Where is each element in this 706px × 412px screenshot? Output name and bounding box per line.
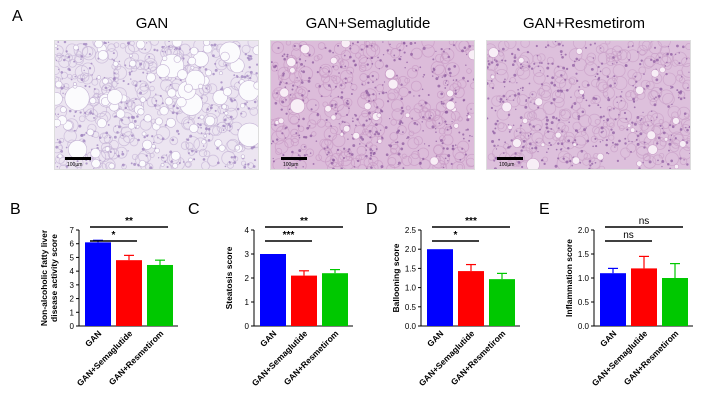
histology-image-semaglutide: 100µm [270, 40, 475, 170]
histology-image-gan: 100µm [54, 40, 259, 170]
y-tick-label: 0.5 [578, 298, 590, 307]
scale-bar-label: 100µm [67, 162, 83, 168]
y-tick-label: 6 [70, 240, 75, 249]
category-label: GAN [258, 328, 278, 348]
histology-texture [55, 41, 258, 169]
significance-label: ns [639, 216, 650, 227]
category-label: GAN+Resmetirom [282, 328, 341, 387]
histology-texture [271, 41, 474, 169]
bar [427, 249, 453, 326]
bar [147, 264, 173, 326]
panel-letter: C [188, 201, 200, 218]
bar [489, 279, 515, 326]
bar [291, 275, 317, 326]
histology-title-resmetirom: GAN+Resmetirom [522, 15, 646, 32]
significance-label: *** [283, 230, 295, 241]
scale-bar [65, 157, 91, 160]
histology-texture [487, 41, 690, 169]
significance-label: * [454, 230, 458, 241]
histology-image-resmetirom: 100µm [486, 40, 691, 170]
y-tick-label: 2.5 [405, 226, 417, 235]
y-tick-label: 4 [245, 226, 250, 235]
category-label: GAN [83, 328, 103, 348]
scale-bar [497, 157, 523, 160]
y-tick-label: 7 [70, 226, 75, 235]
panel-d-chart: D 0.0 0.5 1.0 1.5 2.0 2.5 Ballooning score GANGA… [366, 201, 520, 388]
significance-label: ** [125, 216, 133, 227]
significance-label: *** [465, 216, 477, 227]
y-axis-label: Ballooning score [391, 243, 401, 312]
panel-b-chart: B 0 1 2 3 4 5 6 7 Non-alcoholic fatty liverdiseas… [10, 201, 178, 388]
y-axis-label: Inflammation score [564, 239, 574, 317]
category-label: GAN [598, 328, 618, 348]
y-tick-label: 0.0 [405, 322, 417, 331]
bar [85, 242, 111, 326]
scale-bar-label: 100µm [499, 162, 515, 168]
significance-label: * [112, 230, 116, 241]
panel-e-chart: E 0.0 0.5 1.0 1.5 2.0 Inflammation score GANGAN… [539, 201, 693, 388]
y-tick-label: 2.0 [578, 226, 590, 235]
bar [600, 273, 626, 326]
y-axis-label: Non-alcoholic fatty liverdisease activit… [39, 229, 59, 326]
category-label: GAN+Semaglutide [417, 328, 477, 388]
histology-title-gan: GAN [135, 15, 169, 32]
significance-label: ** [300, 216, 308, 227]
scale-bar [281, 157, 307, 160]
y-tick-label: 0 [245, 322, 250, 331]
y-tick-label: 1.0 [405, 284, 417, 293]
y-tick-label: 1.5 [578, 250, 590, 259]
scale-bar-label: 100µm [283, 162, 299, 168]
histology-title-semaglutide: GAN+Semaglutide [305, 15, 431, 32]
significance-label: ns [623, 230, 634, 241]
bar [116, 260, 142, 326]
y-tick-label: 1 [245, 298, 250, 307]
panel-c-chart: C 0 1 2 3 4 Steatosis score GANGAN+SemaglutideG… [188, 201, 353, 388]
y-tick-label: 1.0 [578, 274, 590, 283]
panel-letter: B [10, 201, 21, 218]
bar [631, 268, 657, 326]
panel-a-label: A [12, 8, 23, 25]
category-label: GAN+Semaglutide [590, 328, 650, 388]
y-tick-label: 5 [70, 253, 75, 262]
y-tick-label: 2.0 [405, 245, 417, 254]
category-label: GAN+Resmetirom [622, 328, 681, 387]
y-axis-label: Steatosis score [224, 246, 234, 309]
bar [322, 273, 348, 326]
y-tick-label: 2 [245, 274, 250, 283]
y-tick-label: 0.5 [405, 303, 417, 312]
category-label: GAN+Semaglutide [250, 328, 310, 388]
panel-letter: E [539, 201, 550, 218]
y-tick-label: 0 [70, 322, 75, 331]
y-tick-label: 3 [245, 250, 250, 259]
y-tick-label: 2 [70, 295, 75, 304]
bar [662, 278, 688, 326]
category-label: GAN+Resmetirom [449, 328, 508, 387]
y-tick-label: 4 [70, 267, 75, 276]
bar [260, 254, 286, 326]
panel-letter: D [366, 201, 378, 218]
category-label: GAN [425, 328, 445, 348]
category-label: GAN+Semaglutide [75, 328, 135, 388]
category-label: GAN+Resmetirom [107, 328, 166, 387]
y-tick-label: 1 [70, 308, 75, 317]
y-tick-label: 0.0 [578, 322, 590, 331]
y-tick-label: 1.5 [405, 264, 417, 273]
bar [458, 271, 484, 326]
y-tick-label: 3 [70, 281, 75, 290]
